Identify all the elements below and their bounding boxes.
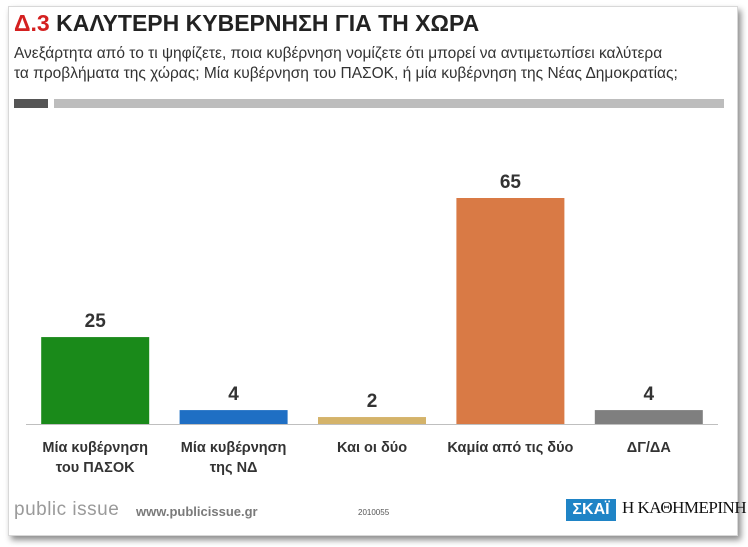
bar-0 — [41, 337, 150, 424]
category-label-4-0: ΔΓ/ΔΑ — [627, 440, 672, 456]
category-label-2-0: Και οι δύο — [337, 440, 407, 456]
chart-code: Δ.3 — [14, 10, 50, 36]
subtitle-line-1: Ανεξάρτητα από το τι ψηφίζετε, ποια κυβέ… — [14, 45, 663, 62]
chart-frame — [8, 6, 738, 536]
footer-brand: public issue — [14, 499, 120, 520]
header-rule-light — [54, 99, 724, 108]
bar-2 — [318, 417, 426, 424]
category-label-1-1: της ΝΔ — [210, 460, 258, 476]
header-rule-dark — [14, 99, 48, 108]
subtitle-line-2: τα προβλήματα της χώρας; Μία κυβέρνηση τ… — [14, 65, 678, 82]
data-label-3: 65 — [500, 172, 522, 193]
chart-title: Δ.3 ΚΑΛΥΤΕΡΗ ΚΥΒΕΡΝΗΣΗ ΓΙΑ ΤΗ ΧΩΡΑ — [14, 10, 479, 37]
category-label-0-0: Μία κυβέρνηση — [42, 440, 148, 456]
data-label-1: 4 — [228, 384, 239, 405]
footer-url[interactable]: www.publicissue.gr — [136, 504, 258, 519]
data-label-2: 2 — [367, 391, 378, 412]
data-label-0: 25 — [85, 311, 107, 332]
data-label-4: 4 — [644, 384, 655, 405]
chart-subtitle: Ανεξάρτητα από το τι ψηφίζετε, ποια κυβέ… — [14, 44, 719, 84]
bar-4 — [594, 410, 703, 424]
category-label-0-1: του ΠΑΣΟΚ — [56, 460, 135, 476]
kathimerini-logo: Η ΚΑΘΗΜΕΡΙΝΗ — [622, 498, 747, 517]
bar-3 — [456, 198, 565, 424]
category-label-3-0: Καμία από τις δύο — [447, 440, 573, 456]
footer-code: 2010055 — [358, 508, 390, 517]
category-label-1-0: Μία κυβέρνηση — [181, 440, 287, 456]
bar-1 — [179, 410, 288, 424]
skai-logo: ΣΚΑΪ — [566, 499, 616, 521]
chart-title-text: ΚΑΛΥΤΕΡΗ ΚΥΒΕΡΝΗΣΗ ΓΙΑ ΤΗ ΧΩΡΑ — [56, 10, 480, 36]
